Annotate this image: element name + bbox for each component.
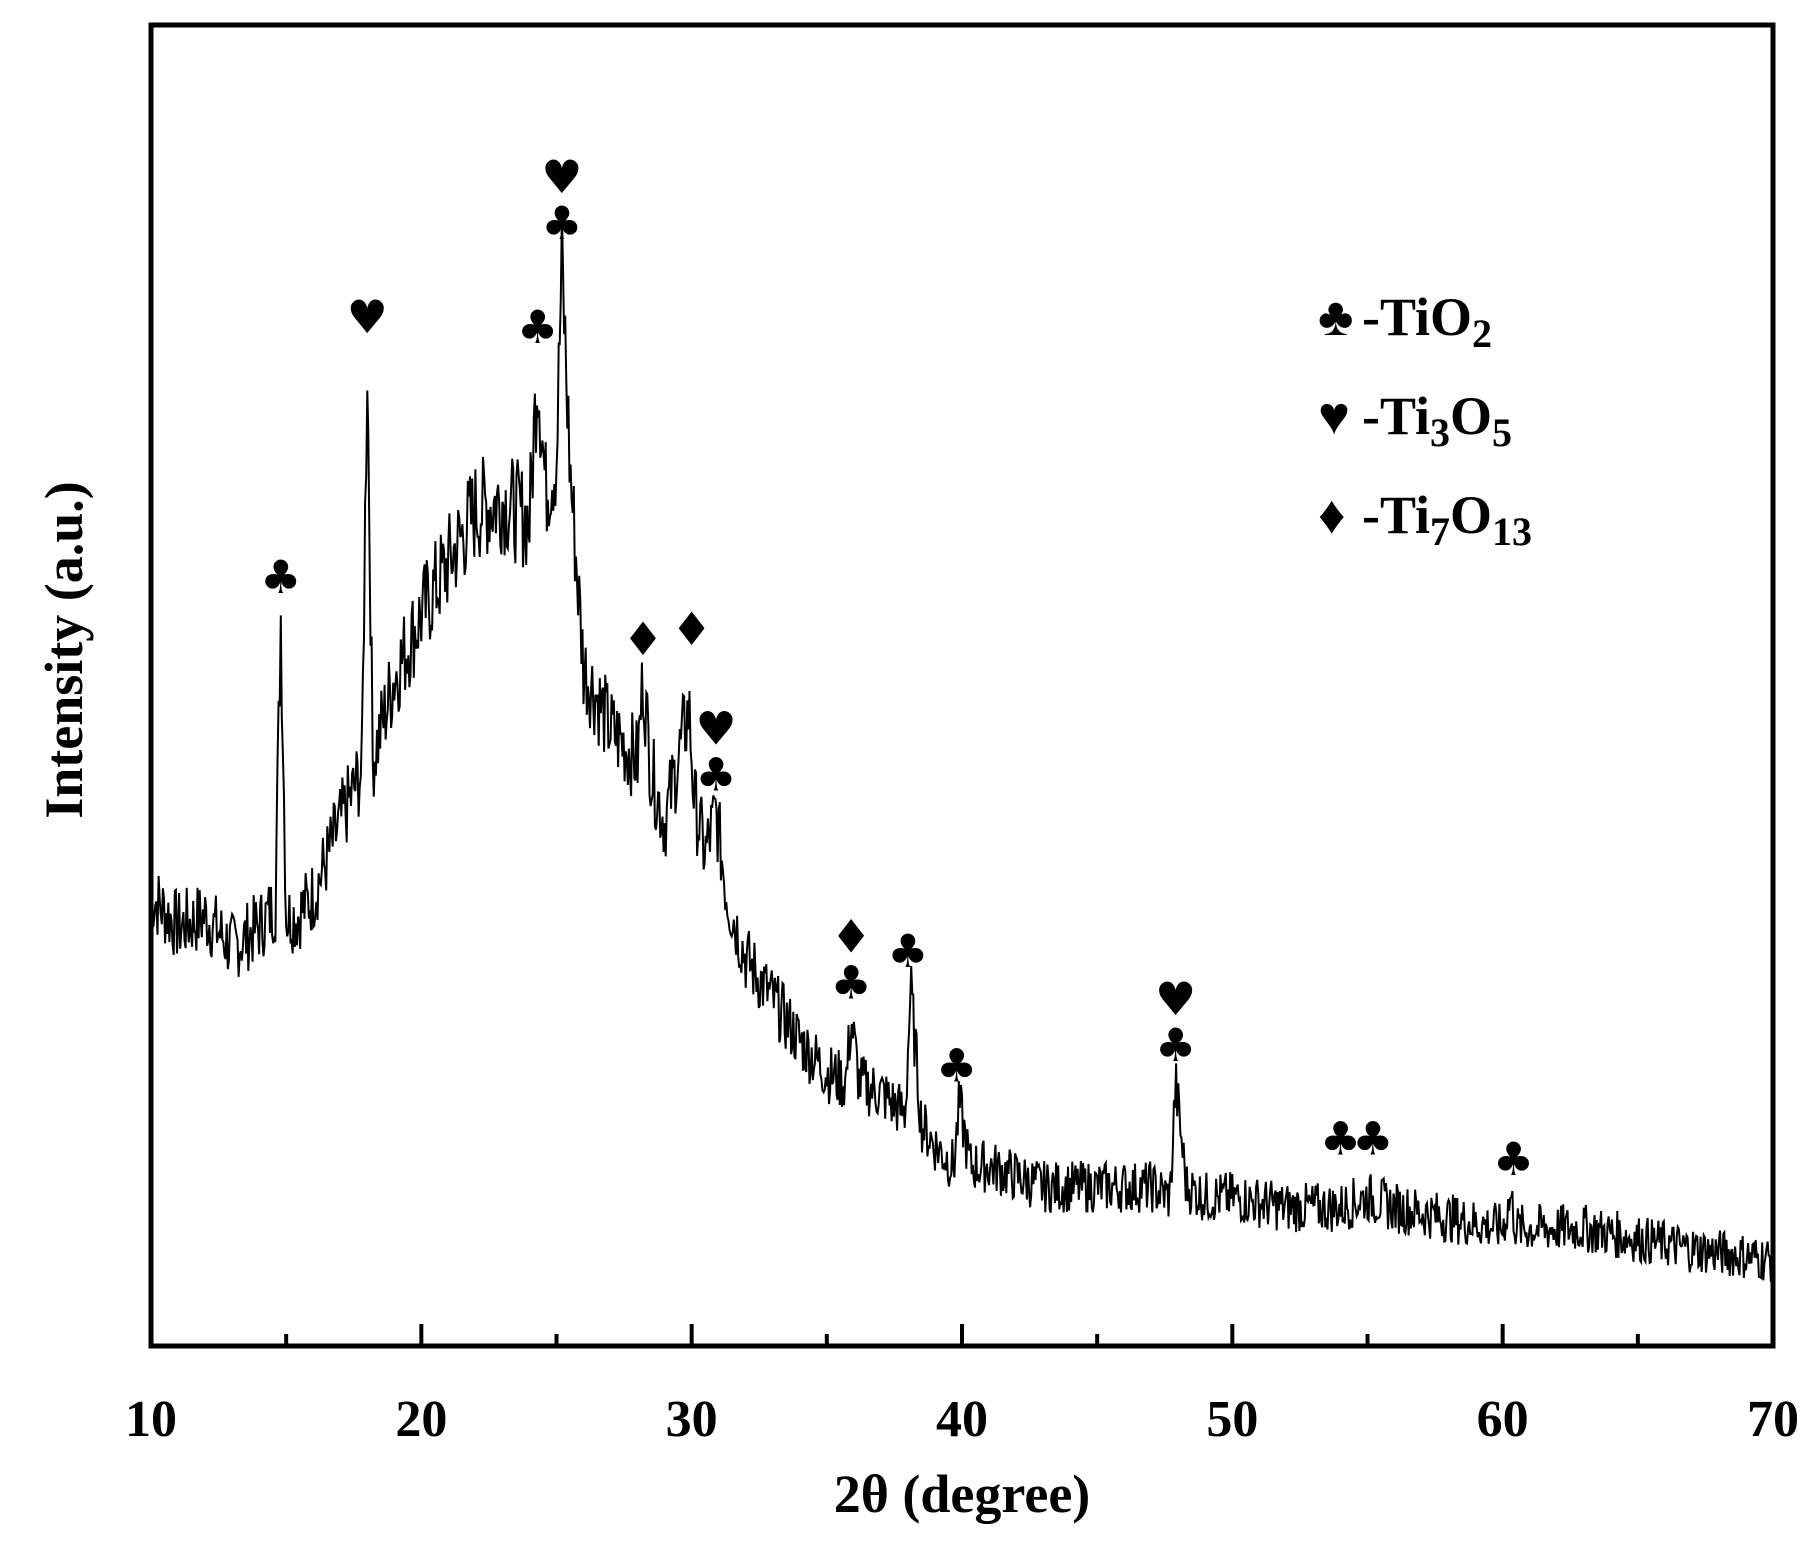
legend-label-part: -Ti <box>1362 485 1430 545</box>
peak-marker: ♣ <box>1352 1111 1393 1165</box>
x-tick-label: 20 <box>395 1391 447 1448</box>
legend-subscript: 2 <box>1472 311 1492 356</box>
x-axis-ticks <box>149 1324 1775 1346</box>
legend-label: -TiO2 <box>1362 287 1492 356</box>
legend: ♣ -TiO2♥ -Ti3O5♦ -Ti7O13 <box>1318 287 1532 554</box>
peak-marker: ♥ <box>347 290 388 344</box>
legend-subscript: 13 <box>1492 509 1532 554</box>
legend-label-part: -Ti <box>1362 386 1430 446</box>
x-tick-label: 10 <box>125 1391 177 1448</box>
peak-marker: ♥ <box>1155 972 1196 1026</box>
peak-marker: ♣ <box>831 955 872 1009</box>
legend-label: -Ti3O5 <box>1362 386 1512 455</box>
legend-subscript: 3 <box>1430 410 1450 455</box>
peak-markers: ♣♥ ♣♣♥♦ ♦♣♥♣♦ ♣♣ ♣♥♣♣ ♣ <box>260 150 1534 1186</box>
legend-symbol: ♥ <box>1318 386 1350 446</box>
peak-marker: ♦ <box>622 612 663 666</box>
peak-marker: ♦ <box>831 909 872 963</box>
x-axis-tick-labels: 10 20 30 40 50 60 70 <box>125 1391 1799 1448</box>
legend-label-part: O <box>1450 386 1492 446</box>
legend-label-part: O <box>1450 485 1492 545</box>
peak-marker: ♦ <box>671 602 712 656</box>
x-tick-label: 70 <box>1747 1391 1799 1448</box>
legend-entry: ♦ -Ti7O13 <box>1318 485 1532 554</box>
legend-symbol: ♦ <box>1318 485 1346 545</box>
x-tick-label: 50 <box>1206 1391 1258 1448</box>
peak-marker: ♣ <box>936 1039 977 1093</box>
legend-subscript: 5 <box>1492 410 1512 455</box>
peak-marker: ♣ <box>541 196 582 250</box>
peak-marker: ♣ <box>1155 1018 1196 1072</box>
legend-label-part: -TiO <box>1362 287 1472 347</box>
x-tick-label: 30 <box>666 1391 718 1448</box>
x-tick-label: 60 <box>1477 1391 1529 1448</box>
peak-marker: ♣ <box>695 747 736 801</box>
xrd-pattern-line <box>150 211 1774 1282</box>
peak-marker: ♣ <box>1493 1132 1534 1186</box>
legend-symbol: ♣ <box>1318 287 1353 347</box>
legend-entry: ♥ -Ti3O5 <box>1318 386 1512 455</box>
peak-marker: ♣ <box>887 924 928 978</box>
legend-label: -Ti7O13 <box>1362 485 1532 554</box>
peak-marker: ♥ <box>695 701 736 755</box>
x-axis-title: 2θ (degree) <box>834 1464 1091 1524</box>
peak-marker: ♣ <box>1320 1111 1361 1165</box>
x-tick-label: 40 <box>936 1391 988 1448</box>
legend-entry: ♣ -TiO2 <box>1318 287 1492 356</box>
y-axis-title: Intensity (a.u.) <box>34 481 94 819</box>
legend-subscript: 7 <box>1430 509 1450 554</box>
peak-marker: ♣ <box>517 300 558 354</box>
peak-marker: ♣ <box>260 550 301 604</box>
peak-marker: ♥ <box>541 150 582 204</box>
